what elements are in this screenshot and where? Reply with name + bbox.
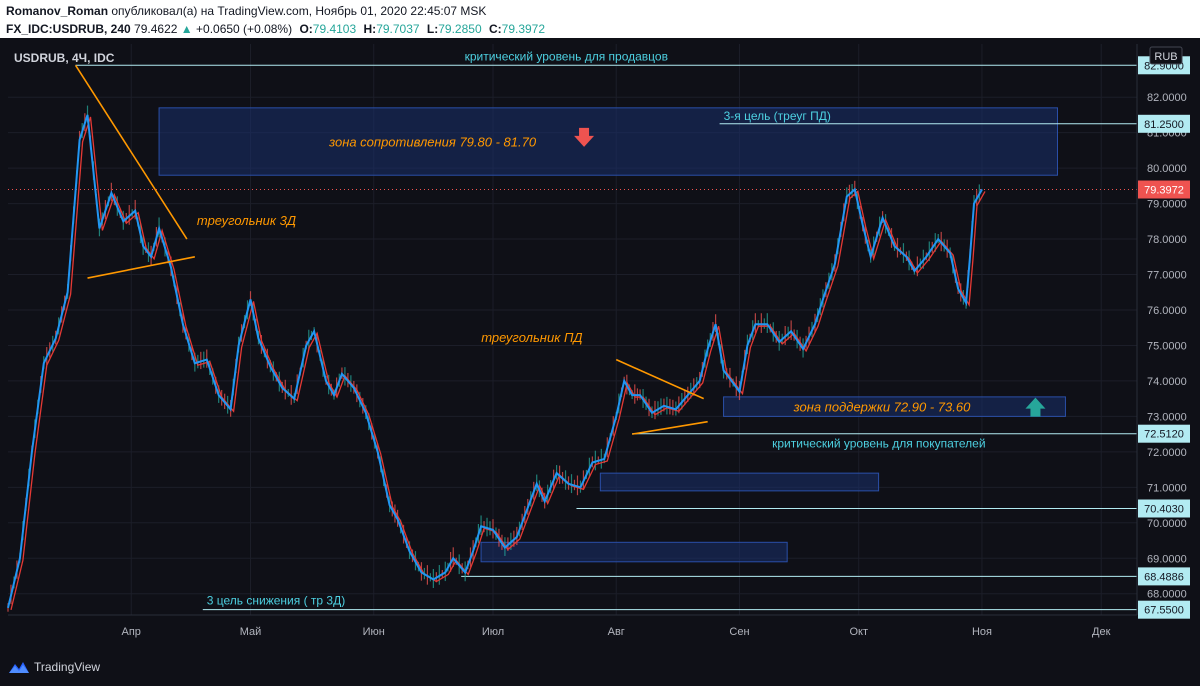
price-tick-label: 77.0000 [1147, 270, 1187, 282]
time-tick-label: Июн [363, 626, 385, 638]
symbol-name: FX_IDC:USDRUB, 240 [6, 22, 131, 36]
price-tick-label: 72.0000 [1147, 447, 1187, 459]
zones-layer [158, 107, 1066, 563]
zone-label-resistance: зона сопротивления 79.80 - 81.70 [328, 135, 537, 150]
symbol-line: FX_IDC:USDRUB, 240 79.4622 ▲ +0.0650 (+0… [6, 20, 545, 38]
time-tick-label: Апр [122, 626, 141, 638]
price-tick-label: 82.0000 [1147, 92, 1187, 104]
time-tick-label: Окт [849, 626, 868, 638]
moving-average-fast [7, 114, 983, 609]
triangles-layer [74, 64, 708, 435]
series-layer [7, 105, 986, 612]
sell-arrow-icon [574, 127, 595, 147]
time-tick-label: Дек [1092, 626, 1111, 638]
open-value: 79.4103 [312, 22, 357, 36]
level-text: критический уровень для покупателей [772, 437, 985, 451]
currency-badge[interactable] [1149, 46, 1183, 65]
time-tick-label: Авг [608, 626, 625, 638]
zone-box-69 [480, 541, 788, 563]
close-label: C: [488, 22, 502, 36]
time-tick-label: Июл [482, 626, 504, 638]
level-price-label: 68.4886 [1144, 571, 1184, 583]
high-label: H: [363, 22, 377, 36]
tradingview-logo-icon [9, 662, 29, 673]
level-price-label: 67.5500 [1144, 605, 1184, 617]
price-tick-label: 76.0000 [1147, 305, 1187, 317]
last-price: 79.4622 [134, 22, 178, 36]
brand[interactable]: TradingView [8, 660, 100, 674]
high-value: 79.7037 [376, 22, 420, 36]
price-tick-label: 80.0000 [1147, 163, 1187, 175]
price-chart[interactable]: зона сопротивления 79.80 - 81.70 зона под… [0, 38, 1200, 652]
publish-info: опубликовал(а) на TradingView.com, Ноябр… [111, 4, 487, 18]
moving-average-slow [10, 116, 986, 611]
low-value: 79.2850 [438, 22, 482, 36]
close-value: 79.3972 [501, 22, 546, 36]
triangle-line [632, 420, 708, 435]
price-change: +0.0650 (+0.08%) [196, 22, 293, 36]
price-tick-label: 70.0000 [1147, 518, 1187, 530]
level-price-badge [1138, 499, 1190, 518]
triangle-line [615, 358, 705, 400]
level-text: критический уровень для продавцов [465, 49, 668, 63]
price-tick-label: 74.0000 [1147, 376, 1187, 388]
up-arrow-icon: ▲ [180, 22, 193, 36]
triangle-line [74, 64, 188, 240]
footer: TradingView [0, 652, 1200, 686]
level-price-badge [1138, 424, 1190, 443]
price-tick-label: 71.0000 [1147, 482, 1187, 494]
level-price-badge [1138, 114, 1190, 133]
price-tick-label: 79.0000 [1147, 199, 1187, 211]
chart-header: Romanov_Roman опубликовал(а) на TradingV… [0, 0, 1200, 38]
brand-name: TradingView [34, 660, 101, 674]
zone-resistance [158, 107, 1058, 176]
price-tick-label: 78.0000 [1147, 234, 1187, 246]
levels-layer [8, 64, 1137, 611]
time-tick-label: Ноя [972, 626, 992, 638]
price-tick-label: 68.0000 [1147, 589, 1187, 601]
zone-box-71 [599, 472, 880, 492]
publish-line: Romanov_Roman опубликовал(а) на TradingV… [6, 2, 486, 20]
triangle-label: треугольник 3Д [197, 213, 296, 228]
level-price-label: 81.2500 [1144, 119, 1184, 131]
level-text: 3-я цель (треуг ПД) [724, 109, 831, 123]
zone-support [723, 396, 1066, 417]
price-axis[interactable]: 68.0000 69.0000 70.0000 71.0000 72.0000 73.00… [1138, 56, 1190, 619]
annotations-layer: зона сопротивления 79.80 - 81.70 зона под… [197, 49, 1046, 608]
price-tick-label: 73.0000 [1147, 411, 1187, 423]
currency-label: RUB [1154, 51, 1177, 63]
current-price-label: 79.3972 [1144, 185, 1184, 197]
price-tick-label: 75.0000 [1147, 340, 1187, 352]
chart-grid [8, 44, 1137, 615]
time-axis[interactable]: Апр Май Июн Июл Авг Сен Окт Ноя Дек [122, 626, 1111, 638]
author-name[interactable]: Romanov_Roman [6, 4, 109, 18]
open-label: O: [299, 22, 313, 36]
time-tick-label: Май [240, 626, 262, 638]
level-price-badge [1138, 600, 1190, 619]
level-text: 3 цель снижения ( тр 3Д) [207, 594, 345, 608]
price-tick-label: 69.0000 [1147, 553, 1187, 565]
level-price-badge [1138, 567, 1190, 586]
level-price-label: 70.4030 [1144, 503, 1184, 515]
buy-arrow-icon [1025, 397, 1046, 417]
triangle-label: треугольник ПД [481, 330, 582, 345]
triangle-line [87, 256, 195, 279]
current-price-badge [1138, 180, 1190, 199]
chart-legend: USDRUB, 4Ч, IDC [14, 51, 115, 65]
low-label: L: [426, 22, 439, 36]
time-tick-label: Сен [729, 626, 749, 638]
level-price-label: 72.5120 [1144, 429, 1184, 441]
zone-label-support: зона поддержки 72.90 - 73.60 [793, 400, 972, 415]
